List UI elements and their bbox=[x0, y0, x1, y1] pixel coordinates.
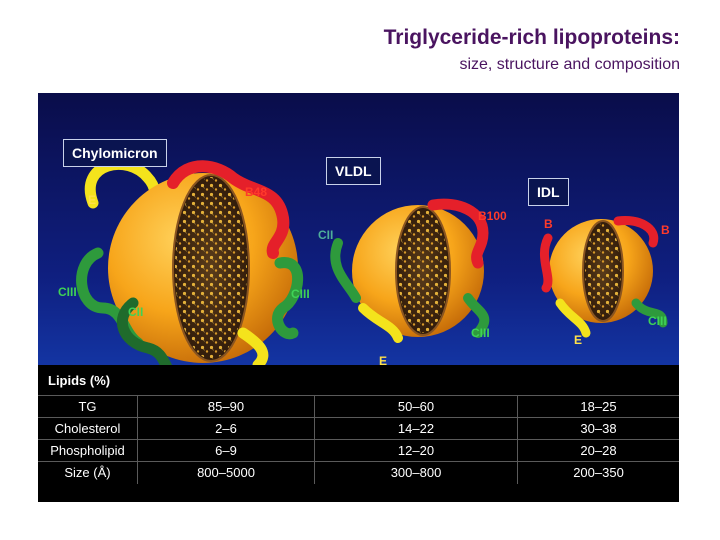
lipoprotein-diagram-panel: Chylomicron VLDL IDL B48 E CIII CII CIII… bbox=[38, 93, 679, 502]
apo-e-strand bbox=[555, 298, 591, 338]
apo-ciii-strand bbox=[463, 293, 490, 338]
idl-value: 20–28 bbox=[580, 443, 617, 458]
vldl-lipid-core bbox=[398, 209, 448, 333]
vldl-value: 300–800 bbox=[315, 462, 518, 484]
apo-ciii-label: CIII bbox=[471, 326, 490, 340]
apo-b-label-left: B bbox=[544, 217, 553, 231]
vldl-value: 14–22 bbox=[315, 418, 518, 440]
apo-cii-label: CII bbox=[318, 228, 334, 242]
slide-title: Triglyceride-rich lipoproteins: bbox=[383, 26, 680, 49]
apo-ciii-strand bbox=[631, 298, 668, 328]
apo-cii-label: CII bbox=[128, 305, 144, 319]
apo-e-label: E bbox=[574, 333, 583, 347]
idl-lipid-core bbox=[585, 223, 621, 319]
chylomicron-lipid-core bbox=[175, 177, 247, 359]
vldl-label: VLDL bbox=[326, 157, 381, 185]
apo-b100-label: B100 bbox=[478, 209, 507, 223]
idl-value: 200–350 bbox=[573, 465, 624, 480]
apo-cii-strand bbox=[330, 238, 361, 303]
apo-b48-label: B48 bbox=[245, 185, 268, 199]
slide-subtitle: size, structure and composition bbox=[459, 56, 680, 73]
apo-e-label: E bbox=[88, 193, 97, 207]
apo-b-label-right: B bbox=[661, 223, 670, 237]
row-label: TG bbox=[38, 396, 138, 418]
chylomicron-label: Chylomicron bbox=[63, 139, 167, 167]
vldl-value: 50–60 bbox=[315, 396, 518, 418]
chylomicron-value: 6–9 bbox=[138, 440, 315, 462]
chylomicron-value: 2–6 bbox=[138, 418, 315, 440]
chylomicron-value: 85–90 bbox=[138, 396, 315, 418]
apo-ciii-label: CIII bbox=[648, 314, 667, 328]
apo-b48-strand bbox=[167, 160, 290, 259]
apo-ciii-label: CIII bbox=[58, 285, 77, 299]
apo-e-strand bbox=[358, 303, 403, 343]
apo-ciii-strand-right bbox=[272, 257, 304, 340]
table-row: Cholesterol 2–6 14–22 30–38 bbox=[38, 417, 679, 440]
idl-value: 18–25 bbox=[580, 399, 617, 414]
chylomicron-value: 800–5000 bbox=[138, 462, 315, 484]
row-label: Size (Å) bbox=[38, 462, 138, 484]
row-label: Phospholipid bbox=[38, 440, 138, 462]
idl-label: IDL bbox=[528, 178, 569, 206]
lipid-composition-table: Lipids (%) TG 85–90 50–60 18–25 Choleste… bbox=[38, 365, 679, 502]
lipoprotein-illustration bbox=[76, 158, 668, 373]
apo-b-strand-right bbox=[613, 215, 659, 248]
table-row: Phospholipid 6–9 12–20 20–28 bbox=[38, 439, 679, 462]
vldl-particle bbox=[330, 198, 490, 343]
row-label: Cholesterol bbox=[38, 418, 138, 440]
idl-particle bbox=[539, 215, 668, 338]
table-row: Size (Å) 800–5000 300–800 200–350 bbox=[38, 461, 679, 484]
idl-value: 30–38 bbox=[580, 421, 617, 436]
apo-ciii-label-right: CIII bbox=[291, 287, 310, 301]
table-row: TG 85–90 50–60 18–25 bbox=[38, 395, 679, 418]
vldl-value: 12–20 bbox=[315, 440, 518, 462]
apo-e-strand-bottom bbox=[237, 327, 269, 371]
apo-b100-strand bbox=[427, 198, 489, 269]
apo-e-label: E bbox=[379, 354, 388, 368]
table-heading: Lipids (%) bbox=[48, 373, 111, 388]
apo-b-strand-left bbox=[539, 233, 553, 293]
